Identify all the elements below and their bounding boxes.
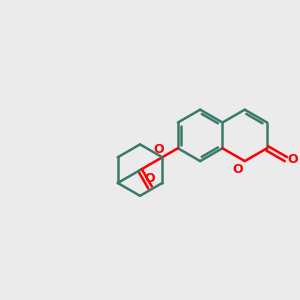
Text: O: O [287, 153, 298, 166]
Text: O: O [232, 163, 243, 176]
Text: O: O [154, 143, 164, 156]
Text: O: O [145, 172, 155, 184]
